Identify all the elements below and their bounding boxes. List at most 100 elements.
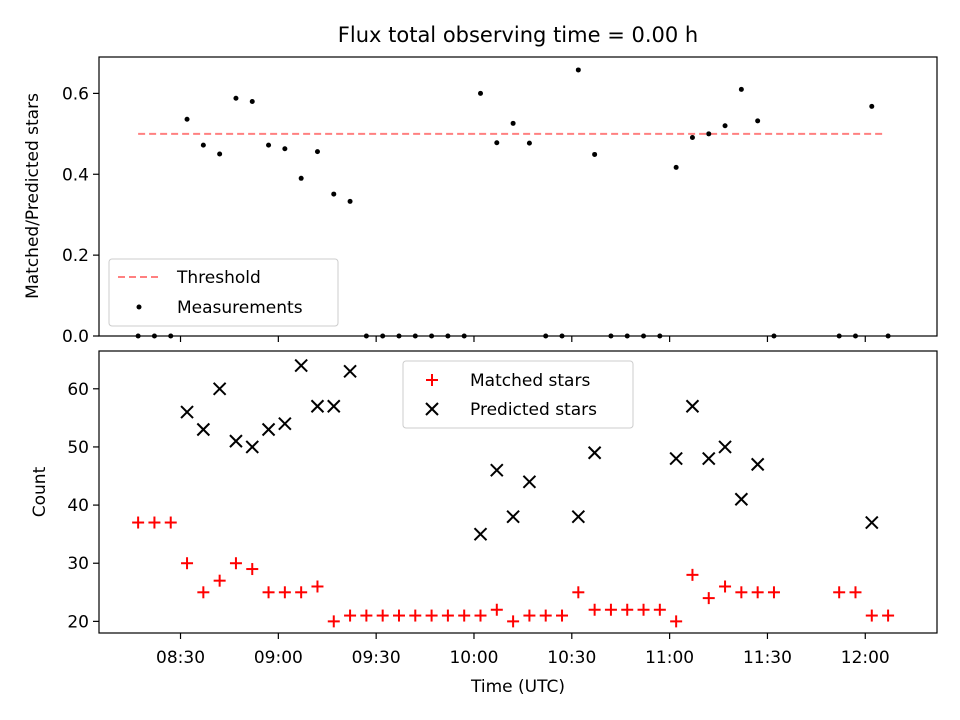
matched-star-marker [719,580,732,593]
matched-star-marker [262,586,275,599]
legend-predicted-label: Predicted stars [470,400,597,420]
matched-star-marker [409,609,422,622]
top-y-tick-label: 0.6 [62,84,89,104]
matched-star-marker [849,586,862,599]
chart-title: Flux total observing time = 0.00 h [338,23,698,47]
top-y-tick-label: 0.2 [62,246,89,266]
predicted-star-marker [294,358,308,373]
x-tick-label: 09:30 [352,648,401,668]
bottom-y-tick-label: 50 [67,438,89,458]
bottom-marks [132,358,895,628]
measurement-point [689,134,695,140]
matched-star-marker [181,557,194,570]
measurement-point [869,103,875,109]
legend-matched-swatch [426,374,438,386]
matched-star-marker [670,615,683,628]
predicted-star-marker [685,399,700,413]
matched-star-marker [148,516,161,529]
bottom-y-tick-label: 40 [67,496,89,516]
matched-star-marker [344,609,357,622]
predicted-star-marker [278,416,292,431]
top-y-tick-label: 0.0 [62,327,89,347]
measurement-point [510,120,516,126]
matched-star-marker [311,580,324,593]
matched-star-marker [425,609,438,622]
bottom-axes-frame [98,350,938,634]
predicted-star-marker [490,463,504,477]
x-tick-label: 12:00 [841,648,890,668]
legend-measurements-swatch [136,304,142,310]
predicted-star-marker [473,527,488,541]
matched-star-marker [376,609,389,622]
legend-matched-label: Matched stars [470,371,590,391]
measurement-point [249,98,255,104]
matched-star-marker [474,609,487,622]
matched-star-marker [833,586,846,599]
measurement-point [592,151,598,157]
predicted-star-marker [750,457,765,472]
measurement-point [755,118,761,124]
predicted-star-marker [522,475,537,489]
predicted-star-marker [261,422,276,437]
x-tick-label: 09:00 [254,648,303,668]
top-y-tick-label: 0.4 [62,165,89,185]
predicted-star-marker [506,510,520,524]
legend-threshold-label: Threshold [176,268,261,288]
bottom-panel: 20 30 40 50 60 08:30 09:00 09:30 10:00 10:30 11:0… [30,350,938,697]
predicted-star-marker [702,451,716,466]
measurement-point [233,95,239,101]
measurement-point [331,191,337,197]
matched-star-marker [686,568,699,581]
matched-star-marker [458,609,471,622]
predicted-star-marker [212,382,227,396]
matched-star-marker [751,586,764,599]
x-tick-label: 11:00 [645,648,694,668]
top-panel: 0.0 0.2 0.4 0.6 Matched/Predicted stars Thr… [23,56,938,347]
bottom-y-tick-label: 60 [67,380,89,400]
measurement-point [282,146,288,152]
matched-star-marker [441,609,454,622]
top-y-axis-label: Matched/Predicted stars [23,93,43,299]
predicted-star-marker [734,492,749,506]
predicted-star-marker [669,451,683,466]
predicted-star-marker [865,515,879,530]
x-tick-label: 10:00 [449,648,498,668]
matched-star-marker [621,603,634,616]
matched-star-marker [556,609,569,622]
bottom-legend: Matched stars Predicted stars [402,360,634,429]
bottom-y-axis-label: Count [30,466,50,517]
matched-star-marker [213,574,226,587]
predicted-star-marker [587,446,602,460]
predicted-star-marker [327,399,341,413]
matched-star-marker [882,609,895,622]
matched-star-marker [604,603,617,616]
matched-star-marker [360,609,373,622]
predicted-star-marker [343,364,357,379]
matched-star-marker [164,516,177,529]
predicted-star-marker [718,440,732,454]
predicted-star-marker [196,422,211,437]
matched-star-marker [197,586,210,599]
matched-star-marker [572,586,585,599]
matched-star-marker [735,586,748,599]
matched-star-marker [295,586,308,599]
matched-star-marker [246,563,259,576]
measurement-point [575,67,581,73]
measurement-point [266,142,272,148]
legend-predicted-swatch [425,402,439,416]
measurement-point [673,164,679,170]
predicted-star-marker [229,434,243,448]
measurement-point [722,123,728,129]
measurement-point [184,116,190,122]
predicted-star-marker [571,510,586,524]
legend-measurements-label: Measurements [177,298,303,318]
top-marks [135,67,891,339]
matched-star-marker [327,615,340,628]
measurement-point [738,86,744,92]
measurement-point [217,151,223,157]
bottom-x-ticks: 08:30 09:00 09:30 10:00 10:30 11:00 11:30 12:00 [156,633,890,668]
predicted-star-marker [245,440,259,454]
top-axes-frame [98,56,938,337]
top-legend-box [108,258,339,327]
